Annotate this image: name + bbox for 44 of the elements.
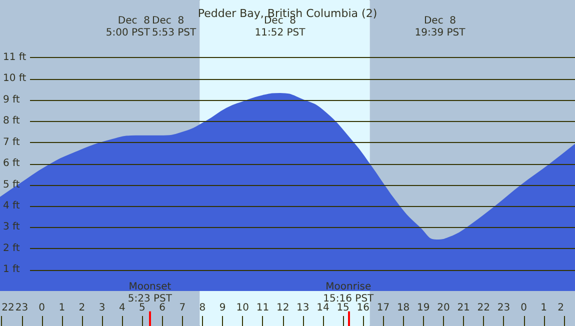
x-tick-label: 14 bbox=[316, 302, 330, 314]
x-tick-label: 3 bbox=[98, 302, 106, 314]
x-tick-label: 2 bbox=[78, 302, 86, 314]
y-tick-label: 3 ft bbox=[3, 222, 20, 233]
x-tick-label: 8 bbox=[199, 302, 206, 314]
x-tick-label: 17 bbox=[376, 302, 390, 314]
y-tick-label: 6 ft bbox=[3, 158, 20, 170]
x-tick-label: 10 bbox=[236, 302, 250, 314]
x-tick-label: 23 bbox=[497, 302, 510, 314]
x-tick-label: 18 bbox=[396, 302, 410, 314]
y-tick-label: 9 ft bbox=[3, 94, 20, 106]
annotation: Dec 8 19:39 PST bbox=[414, 16, 466, 38]
x-tick-label: 2 bbox=[558, 302, 564, 314]
x-tick-label: 7 bbox=[179, 302, 186, 314]
x-tick-label: 20 bbox=[437, 302, 450, 314]
x-tick-label: 12 bbox=[276, 302, 290, 314]
y-tick-label: 8 ft bbox=[3, 116, 20, 127]
annotation: Dec 8 5:53 PST bbox=[152, 16, 198, 38]
x-tick-label: 16 bbox=[356, 302, 370, 314]
x-tick-label: 0 bbox=[520, 302, 527, 314]
y-tick-label: 1 ft bbox=[3, 264, 20, 276]
x-tick-label: 1 bbox=[540, 302, 548, 314]
y-tick-label: 4 ft bbox=[3, 200, 20, 212]
x-tick-label: 9 bbox=[219, 302, 226, 314]
x-tick-label: 1 bbox=[58, 302, 66, 314]
x-tick-label: 11 bbox=[256, 302, 270, 314]
x-tick-label: 19 bbox=[417, 302, 430, 314]
ref-line-label: Moonrise 15:16 PST bbox=[323, 282, 375, 304]
y-tick-label: 7 ft bbox=[3, 136, 20, 148]
y-tick-label: 10 ft bbox=[3, 73, 26, 84]
x-tick-label: 22 bbox=[2, 302, 14, 314]
x-tick-label: 23 bbox=[15, 302, 28, 314]
x-tick-label: 15 bbox=[336, 302, 350, 314]
ref-line-label: Moonset 5:23 PST bbox=[128, 282, 173, 304]
y-tick-label: 11 ft bbox=[3, 52, 26, 63]
annotation: Dec 8 5:00 PST bbox=[106, 16, 151, 38]
x-tick-label: 0 bbox=[38, 302, 46, 314]
x-tick-label: 4 bbox=[118, 302, 126, 314]
y-tick-label: 2 ft bbox=[3, 242, 20, 254]
x-tick-label: 21 bbox=[457, 302, 470, 314]
x-tick-label: 5 bbox=[139, 302, 146, 314]
x-tick-label: 6 bbox=[159, 302, 166, 314]
x-tick-label: 22 bbox=[477, 302, 490, 314]
x-tick-label: 13 bbox=[296, 302, 310, 314]
